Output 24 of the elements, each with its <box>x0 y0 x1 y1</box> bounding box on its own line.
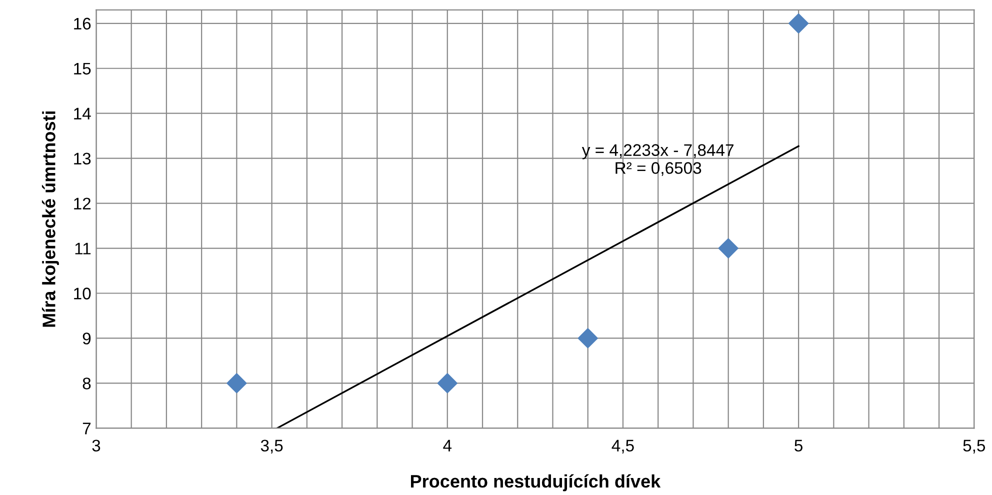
point <box>437 373 458 394</box>
y-axis-title: Míra kojenecké úmrtnosti <box>42 111 59 327</box>
y-tick-label: 10 <box>74 288 91 300</box>
y-tick-label: 12 <box>74 198 91 210</box>
point <box>226 373 247 394</box>
x-tick-label: 4,5 <box>612 440 634 454</box>
annotation: y = 4,2233x - 7,8447 R² = 0,6503 <box>582 144 734 176</box>
y-tick-label: 11 <box>75 242 91 254</box>
y-tick-label: 8 <box>82 378 91 390</box>
y-tick-label: 14 <box>74 108 91 120</box>
x-tick-label: 4 <box>443 440 452 452</box>
x-tick-label: 5,5 <box>963 440 986 454</box>
y-tick-label: 7 <box>82 422 91 434</box>
y-tick-label: 16 <box>74 18 91 30</box>
point <box>578 328 598 348</box>
x-tick-label: 3 <box>92 440 100 452</box>
point <box>718 238 738 258</box>
y-tick-label: 13 <box>74 152 91 165</box>
x-tick-label: 3,5 <box>260 440 283 454</box>
y-tick-label: 15 <box>74 62 91 75</box>
y-tick-label: 9 <box>82 332 91 344</box>
x-tick-label: 5 <box>794 440 802 452</box>
point <box>788 13 809 34</box>
x-axis-title: Procento nestudujících dívek <box>410 474 661 492</box>
